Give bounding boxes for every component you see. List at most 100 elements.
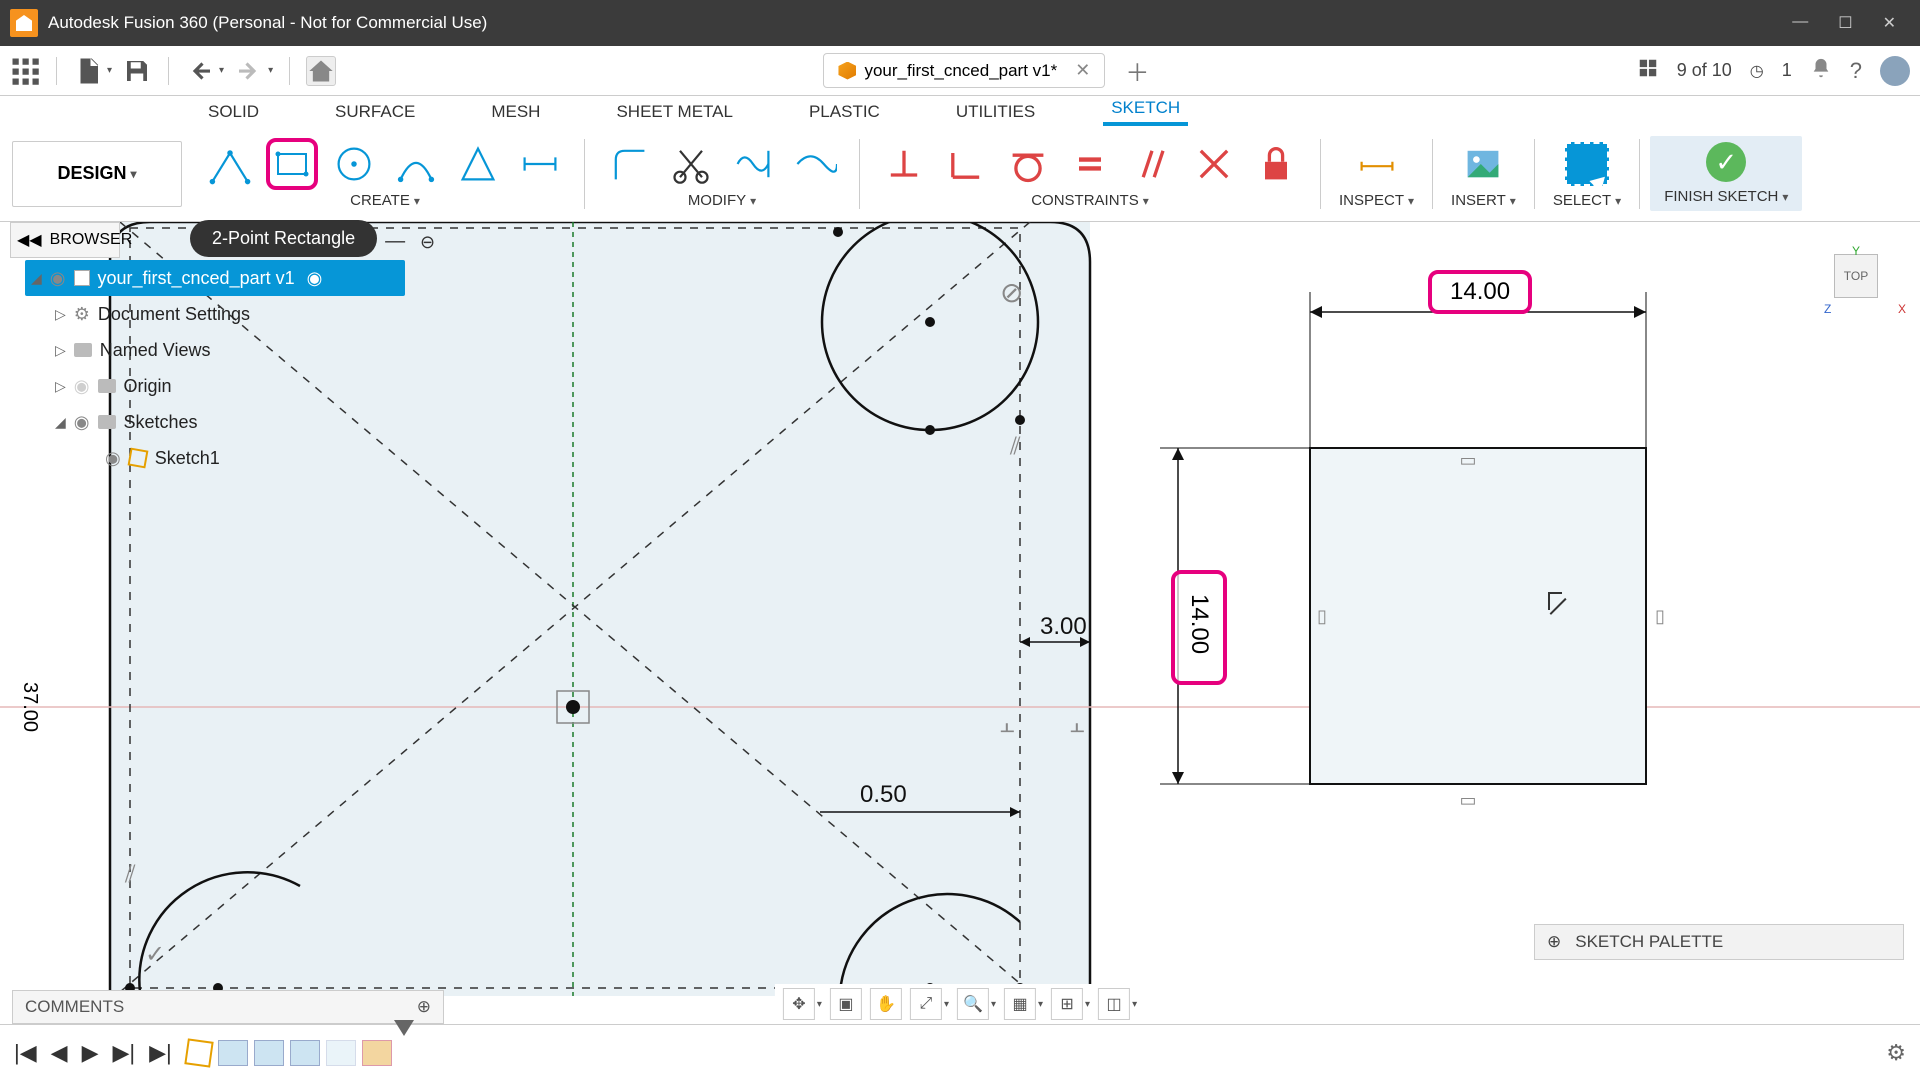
save-icon[interactable] [122, 56, 152, 86]
finish-sketch-button[interactable]: ✓ FINISH SKETCH [1650, 136, 1802, 211]
viewport-icon[interactable]: ◫ [1098, 988, 1130, 1020]
pan-icon[interactable]: ✋ [870, 988, 902, 1020]
redo-icon[interactable] [234, 56, 264, 86]
maximize-button[interactable]: ☐ [1838, 13, 1852, 33]
browser-sketch1[interactable]: ◉ Sketch1 [25, 440, 405, 476]
grid-icon[interactable]: ⊞ [1051, 988, 1083, 1020]
lock-constraint-icon[interactable] [1250, 138, 1302, 190]
fillet-tool-icon[interactable] [603, 138, 655, 190]
tab-mesh[interactable]: MESH [483, 98, 548, 126]
bell-icon[interactable] [1810, 57, 1832, 84]
line-tool-icon[interactable] [204, 138, 256, 190]
browser-root[interactable]: ◢ ◉ your_first_cnced_part v1 ◉ [25, 260, 405, 296]
tab-solid[interactable]: SOLID [200, 98, 267, 126]
app-grid-icon[interactable] [10, 56, 40, 86]
timeline-track[interactable] [186, 1040, 416, 1066]
arc-tool-icon[interactable] [390, 138, 442, 190]
tab-surface[interactable]: SURFACE [327, 98, 423, 126]
select-tool-icon[interactable] [1561, 138, 1613, 190]
user-avatar[interactable] [1880, 56, 1910, 86]
orbit-icon[interactable]: ✥ [783, 988, 815, 1020]
browser-doc-settings[interactable]: ▷⚙ Document Settings [25, 296, 405, 332]
undo-icon[interactable] [185, 56, 215, 86]
tab-close-icon[interactable]: ✕ [1075, 60, 1090, 81]
tangent-constraint-icon[interactable] [1002, 138, 1054, 190]
timeline-settings-icon[interactable]: ⚙ [1886, 1040, 1906, 1066]
insert-image-icon[interactable] [1457, 138, 1509, 190]
coincident-constraint-icon[interactable] [1188, 138, 1240, 190]
expand-palette-icon[interactable]: ⊕ [1547, 932, 1561, 952]
svg-text:▯: ▯ [1317, 606, 1327, 626]
polygon-tool-icon[interactable] [452, 138, 504, 190]
fit-icon[interactable]: 🔍 [957, 988, 989, 1020]
create-label[interactable]: CREATE [350, 192, 420, 209]
browser-sketches[interactable]: ◢◉ Sketches [25, 404, 405, 440]
add-comment-icon[interactable]: ⊕ [417, 997, 431, 1017]
expand-icon[interactable]: ◢ [31, 270, 42, 287]
timeline-last-icon[interactable]: ▶| [149, 1040, 172, 1066]
modify-label[interactable]: MODIFY [688, 192, 756, 209]
tab-sketch[interactable]: SKETCH [1103, 94, 1188, 126]
timeline-prev-icon[interactable]: ◀ [51, 1040, 68, 1066]
help-icon[interactable]: ? [1850, 58, 1862, 84]
collapse-icon[interactable]: ◀◀ [17, 230, 42, 250]
svg-text:⫠: ⫠ [1000, 711, 1015, 738]
dimension-14-left[interactable]: 14.00 [1171, 570, 1227, 685]
insert-label[interactable]: INSERT [1451, 192, 1516, 209]
tab-plastic[interactable]: PLASTIC [801, 98, 888, 126]
active-icon[interactable]: ◉ [307, 268, 323, 289]
browser-origin[interactable]: ▷◉ Origin [25, 368, 405, 404]
browser-header[interactable]: ◀◀ BROWSER [10, 222, 120, 258]
sketch-palette-bar[interactable]: ⊕ SKETCH PALETTE [1534, 924, 1904, 960]
timeline-feature[interactable] [218, 1040, 248, 1066]
viewcube-face[interactable]: TOP [1834, 254, 1878, 298]
dimension-tool-icon[interactable] [514, 138, 566, 190]
extend-tool-icon[interactable] [727, 138, 779, 190]
dimension-37[interactable]: 37.00 [18, 682, 41, 732]
close-button[interactable]: ✕ [1883, 13, 1896, 33]
job-status-label[interactable]: 9 of 10 [1677, 60, 1732, 81]
minimize-button[interactable]: — [1792, 13, 1808, 33]
rectangle-tool-icon[interactable] [266, 138, 318, 190]
tab-utilities[interactable]: UTILITIES [948, 98, 1043, 126]
extensions-icon[interactable] [1637, 57, 1659, 84]
horizontal-constraint-icon[interactable] [878, 138, 930, 190]
timeline-feature[interactable] [362, 1040, 392, 1066]
file-icon[interactable] [73, 56, 103, 86]
tooltip-close-icon[interactable]: ⊖ [420, 232, 435, 253]
display-icon[interactable]: ▦ [1004, 988, 1036, 1020]
select-label[interactable]: SELECT [1553, 192, 1621, 209]
circle-tool-icon[interactable] [328, 138, 380, 190]
equal-constraint-icon[interactable] [1064, 138, 1116, 190]
constraints-label[interactable]: CONSTRAINTS [1031, 192, 1149, 209]
tab-sheet-metal[interactable]: SHEET METAL [608, 98, 741, 126]
view-cube[interactable]: TOP Y Z X [1834, 254, 1894, 314]
timeline-next-icon[interactable]: ▶| [112, 1040, 135, 1066]
timeline-feature[interactable] [290, 1040, 320, 1066]
look-at-icon[interactable]: ▣ [830, 988, 862, 1020]
inspect-group: INSPECT [1331, 138, 1422, 209]
timeline-play-icon[interactable]: ▶ [82, 1040, 99, 1066]
home-icon[interactable] [306, 56, 336, 86]
comments-bar[interactable]: COMMENTS ⊕ [12, 990, 444, 1024]
document-tab[interactable]: your_first_cnced_part v1* ✕ [823, 53, 1105, 88]
trim-tool-icon[interactable] [665, 138, 717, 190]
inspect-tool-icon[interactable] [1351, 138, 1403, 190]
workspace-selector[interactable]: DESIGN [12, 141, 182, 207]
parallel-constraint-icon[interactable] [1126, 138, 1178, 190]
timeline-feature[interactable] [326, 1040, 356, 1066]
clock-icon[interactable]: ◷ [1750, 61, 1764, 81]
vertical-constraint-icon[interactable] [940, 138, 992, 190]
new-tab-button[interactable]: ＋ [1125, 53, 1149, 88]
timeline-first-icon[interactable]: |◀ [14, 1040, 37, 1066]
dimension-14-top[interactable]: 14.00 [1428, 270, 1532, 314]
visibility-icon[interactable]: ◉ [50, 268, 66, 289]
canvas-area[interactable]: ⊘ ⫽ ⫽ ✓ ⫠ ⫠ 3.00 0.50 ▭ [0, 222, 1920, 996]
timeline-marker-icon[interactable] [394, 1020, 414, 1036]
browser-named-views[interactable]: ▷ Named Views [25, 332, 405, 368]
zoom-icon[interactable]: ⤢ [910, 988, 942, 1020]
inspect-label[interactable]: INSPECT [1339, 192, 1414, 209]
timeline-feature[interactable] [254, 1040, 284, 1066]
sketch-feature-icon[interactable] [184, 1038, 213, 1067]
offset-tool-icon[interactable] [789, 138, 841, 190]
